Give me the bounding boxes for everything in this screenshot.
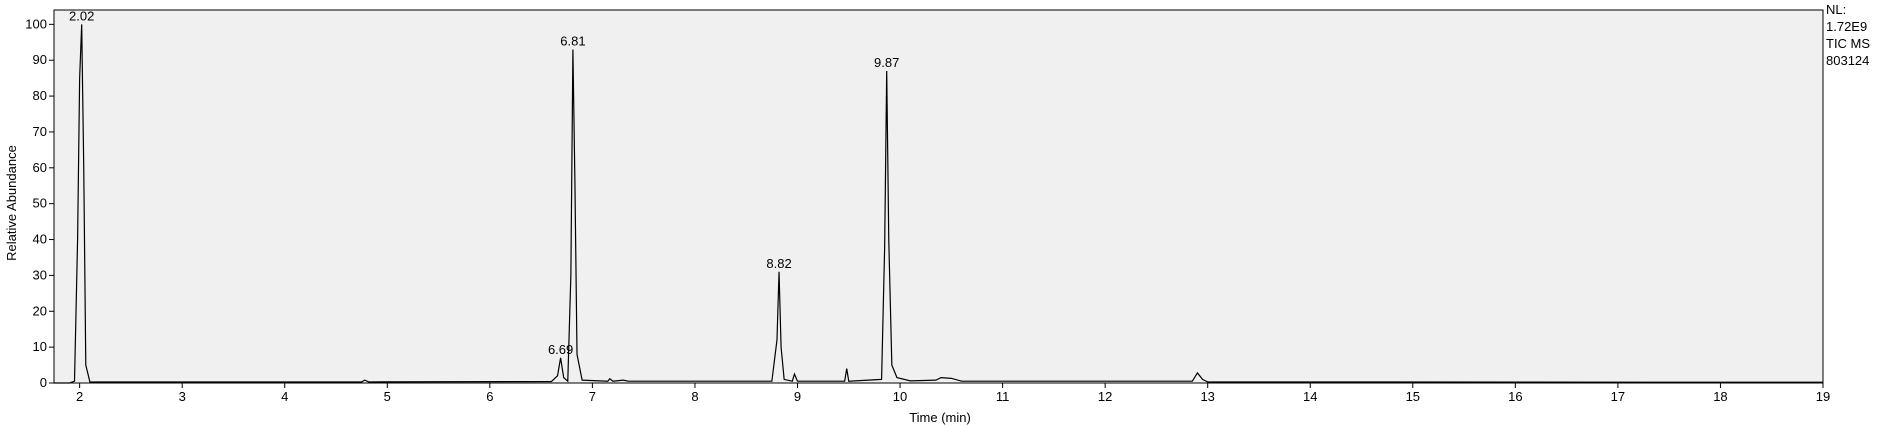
x-tick-label: 6 [486,389,493,404]
x-tick-label: 11 [996,389,1010,404]
x-tick-label: 4 [281,389,288,404]
x-tick-label: 15 [1406,389,1420,404]
x-tick-label: 14 [1303,389,1317,404]
x-tick-label: 16 [1508,389,1522,404]
x-tick-label: 5 [384,389,391,404]
y-tick-label: 80 [33,88,47,103]
x-tick-label: 7 [589,389,596,404]
y-tick-label: 20 [33,303,47,318]
peak-label: 9.87 [874,55,899,70]
y-tick-label: 60 [33,160,47,175]
peak-label: 6.81 [560,33,585,48]
x-tick-label: 9 [794,389,801,404]
y-axis-label: Relative Abundance [4,145,19,261]
x-tick-label: 19 [1816,389,1830,404]
peak-label: 2.02 [69,8,94,23]
x-tick-label: 18 [1713,389,1727,404]
annotation: 803124 [1826,53,1869,68]
x-axis-label: Time (min) [909,410,971,425]
annotation: TIC MS [1826,36,1870,51]
chart-title: RT: 1.75 - 19.00 [0,0,92,1]
y-tick-label: 10 [33,339,47,354]
y-tick-label: 100 [25,16,47,31]
y-tick-label: 0 [40,375,47,390]
x-tick-label: 13 [1200,389,1214,404]
y-tick-label: 70 [33,124,47,139]
x-tick-label: 3 [179,389,186,404]
x-tick-label: 12 [1098,389,1112,404]
y-tick-label: 90 [33,52,47,67]
peak-label: 6.69 [548,342,573,357]
peak-label: 8.82 [766,256,791,271]
y-tick-label: 50 [33,196,47,211]
x-tick-label: 10 [893,389,907,404]
x-tick-label: 2 [76,389,83,404]
y-tick-label: 30 [33,267,47,282]
chromatogram-line [54,24,1824,384]
plot-area [53,9,1824,384]
x-tick-label: 8 [691,389,698,404]
y-tick-label: 40 [33,232,47,247]
annotation: NL: [1826,2,1846,17]
annotation: 1.72E9 [1826,19,1867,34]
x-tick-label: 17 [1611,389,1625,404]
